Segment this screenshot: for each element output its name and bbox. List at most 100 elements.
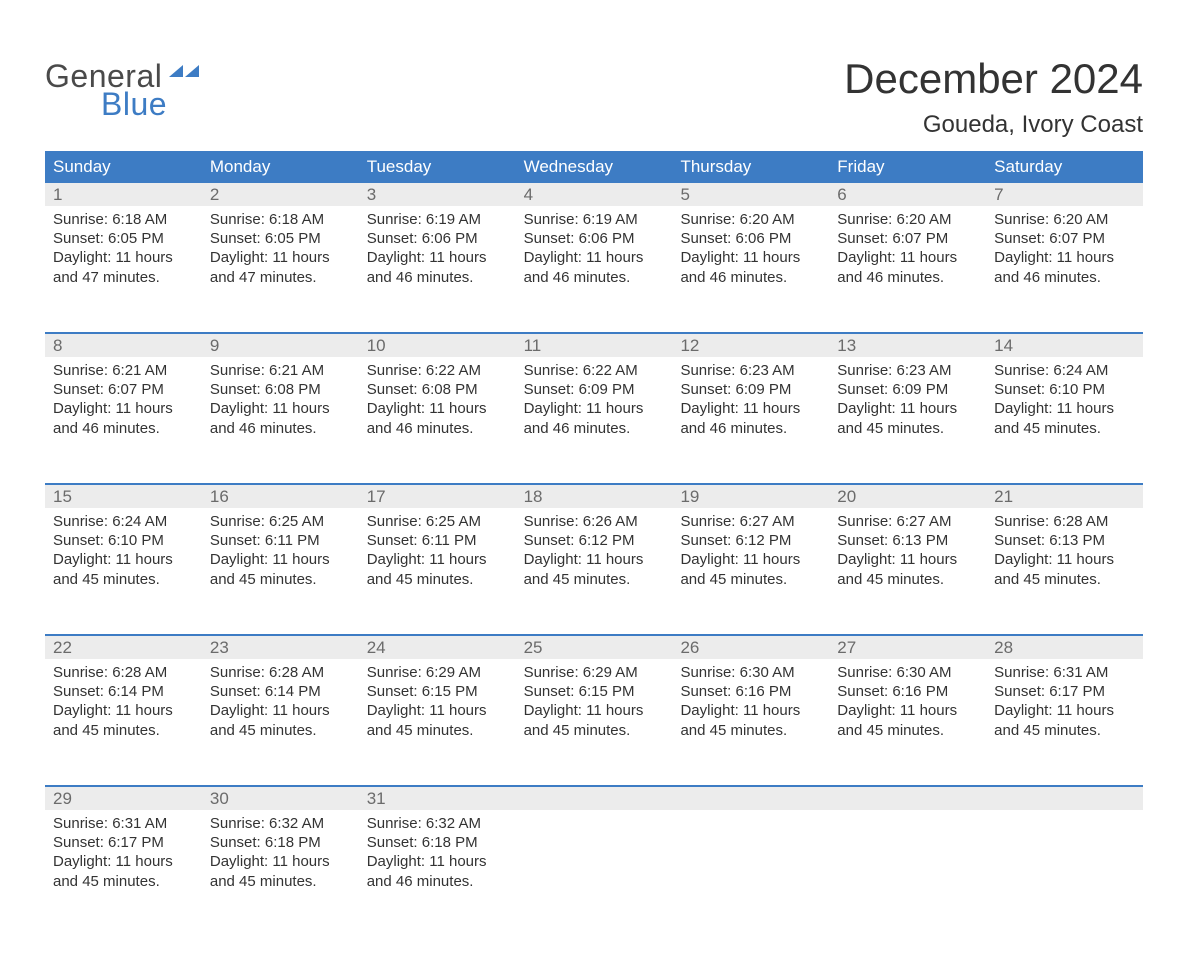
sunset-text: Sunset: 6:06 PM [524, 229, 665, 248]
sunset-text: Sunset: 6:10 PM [994, 380, 1135, 399]
sunrise-text: Sunrise: 6:27 AM [680, 512, 821, 531]
cell-content: Sunrise: 6:21 AMSunset: 6:08 PMDaylight:… [202, 357, 359, 450]
daylight-text-2: and 45 minutes. [367, 570, 508, 589]
day-number: 24 [359, 636, 516, 659]
day-number: 19 [672, 485, 829, 508]
cell-content: Sunrise: 6:23 AMSunset: 6:09 PMDaylight:… [829, 357, 986, 450]
daylight-text-1: Daylight: 11 hours [53, 399, 194, 418]
calendar-cell: Sunrise: 6:21 AMSunset: 6:07 PMDaylight:… [45, 357, 202, 483]
calendar-cell: Sunrise: 6:20 AMSunset: 6:06 PMDaylight:… [672, 206, 829, 332]
calendar: Sunday Monday Tuesday Wednesday Thursday… [45, 151, 1143, 936]
day-number [672, 787, 829, 810]
sunrise-text: Sunrise: 6:23 AM [837, 361, 978, 380]
sunset-text: Sunset: 6:05 PM [210, 229, 351, 248]
daylight-text-2: and 45 minutes. [837, 419, 978, 438]
daylight-text-1: Daylight: 11 hours [367, 701, 508, 720]
daylight-text-1: Daylight: 11 hours [837, 248, 978, 267]
day-number: 10 [359, 334, 516, 357]
weekday-header: Tuesday [359, 151, 516, 183]
sunset-text: Sunset: 6:06 PM [680, 229, 821, 248]
daylight-text-2: and 46 minutes. [210, 419, 351, 438]
daylight-text-2: and 45 minutes. [210, 872, 351, 891]
calendar-cell: Sunrise: 6:30 AMSunset: 6:16 PMDaylight:… [829, 659, 986, 785]
daylight-text-2: and 45 minutes. [837, 721, 978, 740]
daylight-text-2: and 45 minutes. [524, 570, 665, 589]
cell-content: Sunrise: 6:27 AMSunset: 6:13 PMDaylight:… [829, 508, 986, 601]
day-number: 6 [829, 183, 986, 206]
cell-content [672, 810, 829, 826]
day-number: 4 [516, 183, 673, 206]
daylight-text-2: and 45 minutes. [210, 570, 351, 589]
sunset-text: Sunset: 6:09 PM [524, 380, 665, 399]
sunrise-text: Sunrise: 6:25 AM [367, 512, 508, 531]
sunrise-text: Sunrise: 6:29 AM [367, 663, 508, 682]
sunrise-text: Sunrise: 6:19 AM [524, 210, 665, 229]
calendar-cell: Sunrise: 6:32 AMSunset: 6:18 PMDaylight:… [359, 810, 516, 936]
day-number-row: 891011121314 [45, 332, 1143, 357]
sunrise-text: Sunrise: 6:26 AM [524, 512, 665, 531]
weekday-header: Sunday [45, 151, 202, 183]
daylight-text-1: Daylight: 11 hours [367, 550, 508, 569]
daylight-text-1: Daylight: 11 hours [53, 248, 194, 267]
daylight-text-1: Daylight: 11 hours [367, 399, 508, 418]
sunrise-text: Sunrise: 6:29 AM [524, 663, 665, 682]
sunset-text: Sunset: 6:08 PM [210, 380, 351, 399]
day-number: 12 [672, 334, 829, 357]
cell-content: Sunrise: 6:27 AMSunset: 6:12 PMDaylight:… [672, 508, 829, 601]
daylight-text-1: Daylight: 11 hours [210, 550, 351, 569]
calendar-cell: Sunrise: 6:22 AMSunset: 6:08 PMDaylight:… [359, 357, 516, 483]
sunrise-text: Sunrise: 6:28 AM [994, 512, 1135, 531]
calendar-cell: Sunrise: 6:18 AMSunset: 6:05 PMDaylight:… [202, 206, 359, 332]
sunrise-text: Sunrise: 6:22 AM [367, 361, 508, 380]
day-number-row: 22232425262728 [45, 634, 1143, 659]
daylight-text-1: Daylight: 11 hours [210, 399, 351, 418]
cell-content: Sunrise: 6:24 AMSunset: 6:10 PMDaylight:… [45, 508, 202, 601]
week-row: Sunrise: 6:18 AMSunset: 6:05 PMDaylight:… [45, 206, 1143, 332]
calendar-cell: Sunrise: 6:18 AMSunset: 6:05 PMDaylight:… [45, 206, 202, 332]
sunrise-text: Sunrise: 6:19 AM [367, 210, 508, 229]
daylight-text-1: Daylight: 11 hours [210, 852, 351, 871]
calendar-cell: Sunrise: 6:24 AMSunset: 6:10 PMDaylight:… [986, 357, 1143, 483]
day-number: 26 [672, 636, 829, 659]
calendar-cell: Sunrise: 6:23 AMSunset: 6:09 PMDaylight:… [829, 357, 986, 483]
sunrise-text: Sunrise: 6:24 AM [53, 512, 194, 531]
calendar-cell: Sunrise: 6:31 AMSunset: 6:17 PMDaylight:… [986, 659, 1143, 785]
calendar-cell: Sunrise: 6:19 AMSunset: 6:06 PMDaylight:… [516, 206, 673, 332]
sunrise-text: Sunrise: 6:25 AM [210, 512, 351, 531]
sunset-text: Sunset: 6:14 PM [53, 682, 194, 701]
daylight-text-2: and 46 minutes. [680, 419, 821, 438]
day-number: 18 [516, 485, 673, 508]
cell-content: Sunrise: 6:28 AMSunset: 6:14 PMDaylight:… [45, 659, 202, 752]
sunset-text: Sunset: 6:15 PM [367, 682, 508, 701]
sunset-text: Sunset: 6:05 PM [53, 229, 194, 248]
cell-content: Sunrise: 6:31 AMSunset: 6:17 PMDaylight:… [986, 659, 1143, 752]
day-number: 27 [829, 636, 986, 659]
cell-content: Sunrise: 6:32 AMSunset: 6:18 PMDaylight:… [202, 810, 359, 903]
sunset-text: Sunset: 6:08 PM [367, 380, 508, 399]
calendar-cell: Sunrise: 6:20 AMSunset: 6:07 PMDaylight:… [986, 206, 1143, 332]
weekday-header-row: Sunday Monday Tuesday Wednesday Thursday… [45, 151, 1143, 183]
cell-content: Sunrise: 6:22 AMSunset: 6:09 PMDaylight:… [516, 357, 673, 450]
sunset-text: Sunset: 6:14 PM [210, 682, 351, 701]
daylight-text-1: Daylight: 11 hours [994, 248, 1135, 267]
calendar-cell: Sunrise: 6:29 AMSunset: 6:15 PMDaylight:… [516, 659, 673, 785]
day-number: 2 [202, 183, 359, 206]
day-number: 11 [516, 334, 673, 357]
calendar-cell: Sunrise: 6:28 AMSunset: 6:14 PMDaylight:… [45, 659, 202, 785]
logo-flag-icon [169, 65, 199, 91]
day-number: 25 [516, 636, 673, 659]
daylight-text-1: Daylight: 11 hours [994, 550, 1135, 569]
daylight-text-2: and 45 minutes. [53, 570, 194, 589]
sunrise-text: Sunrise: 6:21 AM [53, 361, 194, 380]
day-number: 31 [359, 787, 516, 810]
cell-content [516, 810, 673, 826]
daylight-text-2: and 46 minutes. [524, 419, 665, 438]
sunset-text: Sunset: 6:12 PM [680, 531, 821, 550]
cell-content: Sunrise: 6:20 AMSunset: 6:06 PMDaylight:… [672, 206, 829, 299]
day-number: 15 [45, 485, 202, 508]
daylight-text-2: and 45 minutes. [53, 721, 194, 740]
calendar-cell [516, 810, 673, 936]
weekday-header: Saturday [986, 151, 1143, 183]
cell-content: Sunrise: 6:20 AMSunset: 6:07 PMDaylight:… [829, 206, 986, 299]
sunrise-text: Sunrise: 6:28 AM [53, 663, 194, 682]
